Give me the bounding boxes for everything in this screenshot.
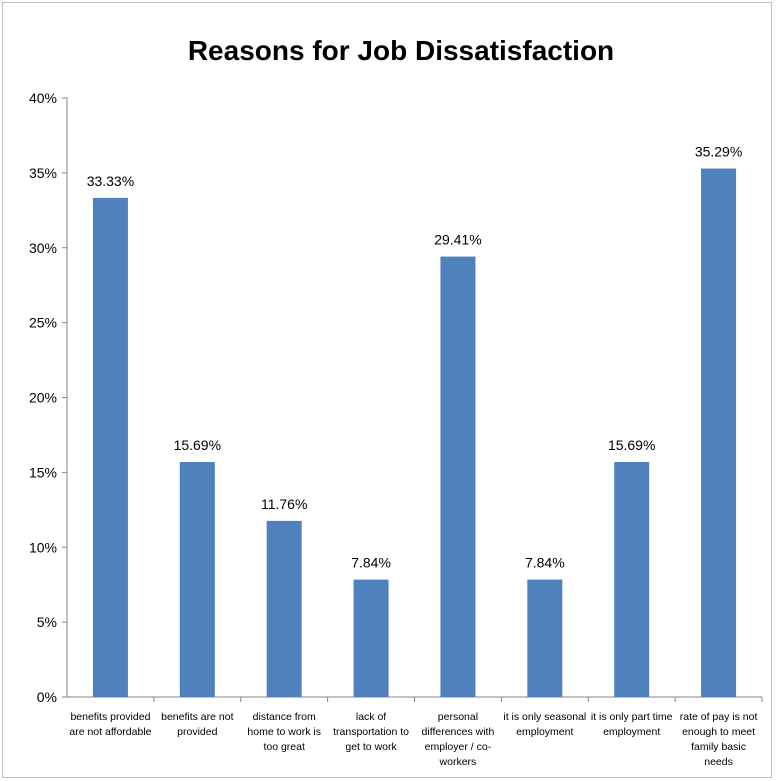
category-label: personal differences with employer / co-wo…: [422, 711, 495, 768]
bar: [353, 579, 389, 697]
y-tick-label: 15%: [29, 464, 57, 480]
data-label: 7.84%: [351, 555, 391, 571]
data-label: 15.69%: [608, 437, 655, 453]
y-tick-label: 20%: [29, 390, 57, 406]
bar: [614, 462, 650, 697]
data-label: 7.84%: [525, 555, 565, 571]
category-label: benefits are not provided: [161, 711, 233, 738]
y-axis-ticks: 0% 5% 10% 15% 20% 25% 30% 35% 40%: [29, 90, 67, 705]
y-tick-label: 10%: [29, 539, 57, 555]
category-labels: benefits provided are not affordable benef…: [69, 711, 757, 768]
bars: [92, 168, 763, 702]
y-tick-label: 25%: [29, 315, 57, 331]
bar: [440, 256, 476, 697]
bar: [179, 462, 215, 697]
chart-title: Reasons for Job Dissatisfaction: [188, 35, 614, 66]
data-label: 29.41%: [434, 232, 481, 248]
y-tick-label: 35%: [29, 165, 57, 181]
bar: [92, 197, 128, 698]
y-tick-label: 30%: [29, 240, 57, 256]
category-label: it is only part time employment: [591, 711, 673, 738]
category-label: lack of transportation to get to work: [333, 711, 409, 753]
bar: [527, 579, 563, 697]
y-tick-label: 0%: [37, 689, 57, 705]
bar: [266, 520, 302, 697]
category-label: benefits provided are not affordable: [69, 711, 151, 738]
data-label: 15.69%: [174, 437, 221, 453]
category-label: rate of pay is not enough to meet family b…: [680, 711, 758, 768]
data-label: 35.29%: [695, 144, 742, 160]
bar: [701, 168, 737, 698]
category-label: it is only seasonal employment: [503, 711, 586, 738]
data-label: 11.76%: [261, 496, 307, 512]
category-label: distance from home to work is too great: [247, 711, 321, 753]
y-tick-label: 40%: [29, 90, 57, 106]
data-label: 33.33%: [87, 173, 134, 189]
data-labels: 33.33% 15.69% 11.76% 7.84% 29.41% 7.84% 15.69%…: [87, 144, 743, 571]
y-tick-label: 5%: [37, 614, 57, 630]
